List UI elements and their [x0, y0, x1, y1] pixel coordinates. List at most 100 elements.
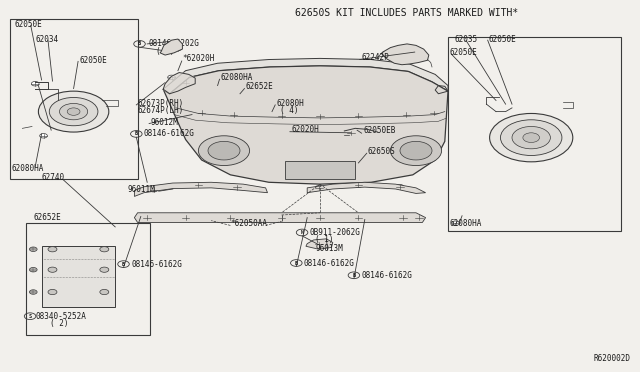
Circle shape — [100, 267, 109, 272]
Circle shape — [38, 91, 109, 132]
Bar — [10, 19, 138, 179]
Circle shape — [49, 97, 98, 126]
Circle shape — [208, 141, 240, 160]
Text: 62050E: 62050E — [80, 56, 108, 65]
Text: 08340-5252A: 08340-5252A — [36, 312, 86, 321]
Text: 0B911-2062G: 0B911-2062G — [310, 228, 360, 237]
Circle shape — [399, 215, 407, 220]
Text: 62080HA: 62080HA — [450, 219, 483, 228]
Polygon shape — [307, 182, 426, 193]
Circle shape — [48, 247, 57, 252]
Circle shape — [182, 80, 189, 85]
Circle shape — [29, 247, 37, 251]
Polygon shape — [163, 66, 448, 184]
Text: 62650S KIT INCLUDES PARTS MARKED WITH*: 62650S KIT INCLUDES PARTS MARKED WITH* — [295, 8, 518, 18]
Text: 62050E: 62050E — [450, 48, 477, 57]
Text: ( 1): ( 1) — [315, 235, 333, 244]
Text: 96012M: 96012M — [150, 118, 178, 126]
Text: 62652E: 62652E — [33, 213, 61, 222]
Text: 08146-6162G: 08146-6162G — [144, 129, 195, 138]
Circle shape — [48, 289, 57, 295]
Circle shape — [315, 186, 323, 190]
Text: *62050AA: *62050AA — [230, 219, 268, 228]
Text: 62673P(RH): 62673P(RH) — [138, 99, 184, 108]
Text: 96011M: 96011M — [128, 185, 156, 194]
Circle shape — [67, 108, 80, 115]
Text: 62080HA: 62080HA — [12, 164, 44, 173]
Text: 62050EB: 62050EB — [364, 126, 396, 135]
Polygon shape — [306, 239, 333, 249]
Text: 62242P: 62242P — [362, 53, 389, 62]
Circle shape — [347, 131, 355, 135]
Text: 08146-6202G: 08146-6202G — [148, 39, 199, 48]
Text: 62034: 62034 — [35, 35, 58, 44]
Polygon shape — [134, 213, 426, 222]
Text: B: B — [135, 131, 138, 137]
Circle shape — [100, 289, 109, 295]
Text: 62020H: 62020H — [291, 125, 319, 134]
Circle shape — [355, 215, 362, 220]
Circle shape — [500, 120, 562, 155]
Circle shape — [512, 126, 550, 149]
Circle shape — [400, 141, 432, 160]
Text: B: B — [295, 260, 298, 266]
Circle shape — [355, 113, 362, 118]
Polygon shape — [163, 73, 195, 94]
Text: ( 4): ( 4) — [156, 47, 175, 56]
Text: 62050E: 62050E — [489, 35, 516, 44]
Circle shape — [230, 112, 237, 117]
Circle shape — [396, 185, 404, 189]
Polygon shape — [163, 58, 448, 94]
Circle shape — [168, 75, 175, 80]
Polygon shape — [134, 182, 268, 196]
Circle shape — [29, 290, 37, 294]
Circle shape — [355, 183, 362, 187]
Text: R620002D: R620002D — [593, 354, 630, 363]
Circle shape — [316, 114, 324, 119]
Circle shape — [29, 267, 37, 272]
Text: 62050E: 62050E — [14, 20, 42, 29]
Circle shape — [150, 187, 157, 192]
Circle shape — [198, 136, 250, 166]
Text: 08146-6162G: 08146-6162G — [131, 260, 182, 269]
Circle shape — [278, 215, 285, 220]
Bar — [448, 37, 621, 231]
Text: 08146-6162G: 08146-6162G — [362, 271, 412, 280]
Circle shape — [48, 267, 57, 272]
Text: ( 2): ( 2) — [50, 319, 68, 328]
Text: N: N — [301, 230, 303, 235]
Circle shape — [415, 215, 423, 220]
Circle shape — [198, 110, 205, 115]
Polygon shape — [381, 44, 429, 65]
Text: B: B — [353, 273, 355, 278]
Circle shape — [490, 113, 573, 162]
Text: 62674P(LH): 62674P(LH) — [138, 106, 184, 115]
Circle shape — [278, 113, 285, 118]
Circle shape — [315, 242, 323, 247]
Circle shape — [390, 136, 442, 166]
Circle shape — [60, 103, 88, 120]
Circle shape — [316, 215, 324, 220]
Text: 62080H: 62080H — [276, 99, 304, 108]
Circle shape — [143, 215, 151, 220]
Circle shape — [40, 134, 47, 138]
Circle shape — [452, 221, 460, 225]
Circle shape — [168, 43, 175, 48]
Text: S: S — [29, 314, 31, 319]
Circle shape — [403, 112, 410, 117]
Text: 62740: 62740 — [42, 173, 65, 182]
Text: 96013M: 96013M — [316, 244, 343, 253]
Text: B: B — [138, 41, 141, 46]
Circle shape — [174, 46, 182, 51]
Circle shape — [227, 215, 234, 220]
Bar — [42, 246, 115, 307]
Text: B: B — [122, 262, 125, 267]
Text: 62035: 62035 — [454, 35, 477, 44]
Text: *62020H: *62020H — [182, 54, 215, 63]
Text: 62652E: 62652E — [245, 82, 273, 91]
Text: 62080HA: 62080HA — [221, 73, 253, 82]
Text: ( 4): ( 4) — [280, 106, 298, 115]
Text: 62650S: 62650S — [368, 147, 396, 156]
Circle shape — [100, 247, 109, 252]
Circle shape — [182, 215, 189, 220]
